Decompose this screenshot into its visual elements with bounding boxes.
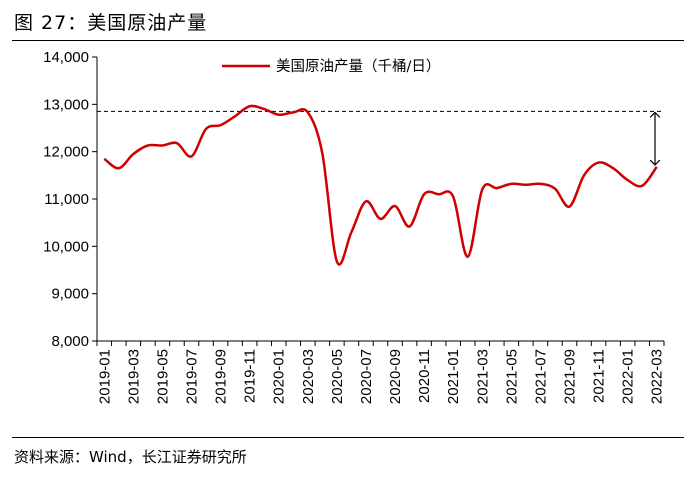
x-tick-label: 2020-07	[358, 349, 375, 404]
figure-title: 图 27：美国原油产量	[14, 12, 208, 34]
x-tick-label: 2020-03	[300, 349, 317, 404]
x-tick-label: 2021-11	[591, 349, 608, 403]
source-note: 资料来源：Wind，长江证券研究所	[14, 448, 247, 466]
y-tick-label: 14,000	[43, 49, 89, 66]
x-tick-label: 2020-05	[329, 349, 346, 404]
reference-group	[97, 110, 662, 164]
y-tick-label: 13,000	[43, 96, 89, 113]
series-group	[103, 104, 658, 266]
series-line-crude-oil-production	[103, 104, 658, 266]
x-tick-label: 2021-03	[474, 349, 491, 404]
x-tick-label: 2019-11	[242, 349, 259, 403]
y-tick-label: 12,000	[43, 144, 89, 161]
x-tick-label: 2021-09	[562, 349, 579, 404]
legend: 美国原油产量（千桶/日）	[222, 58, 440, 75]
y-tick-label: 8,000	[51, 333, 89, 350]
x-tick-label: 2019-01	[96, 349, 113, 404]
x-tick-label: 2021-01	[445, 349, 462, 404]
x-tick-label: 2020-09	[387, 349, 404, 404]
x-axis: 2019-01 2019-03 2019-05 2019-07 2019-09 2019-…	[96, 340, 666, 404]
y-axis: 14,000 13,000 12,000 11,000 10,000 9,000 8,000	[43, 49, 98, 350]
x-tick-label: 2021-07	[532, 349, 549, 404]
bottom-rule	[12, 437, 684, 438]
x-tick-label: 2021-05	[503, 349, 520, 404]
x-tick-label: 2022-01	[620, 349, 637, 404]
y-tick-label: 11,000	[44, 191, 89, 208]
legend-label: 美国原油产量（千桶/日）	[276, 58, 440, 75]
x-tick-label: 2019-09	[213, 349, 230, 404]
x-tick-label: 2022-03	[649, 349, 666, 404]
x-tick-label: 2019-07	[184, 349, 201, 404]
top-rule	[12, 40, 684, 41]
y-tick-label: 10,000	[43, 238, 89, 255]
y-tick-label: 9,000	[51, 286, 89, 303]
x-tick-label: 2020-11	[416, 349, 433, 403]
x-tick-label: 2020-01	[271, 349, 288, 404]
x-tick-label: 2019-05	[154, 349, 171, 404]
x-tick-label: 2019-03	[125, 349, 142, 404]
